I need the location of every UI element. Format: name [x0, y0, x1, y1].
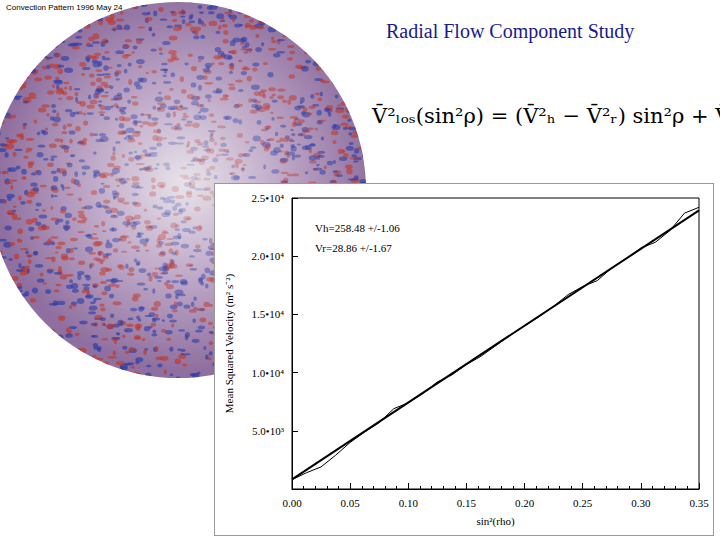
svg-text:1.0•10⁴: 1.0•10⁴	[252, 367, 285, 379]
html-text:Radial Flow Component Study: Radial Flow Component Study	[386, 20, 635, 42]
svg-text:0.25: 0.25	[573, 497, 593, 509]
svg-text:0.30: 0.30	[631, 497, 651, 509]
svg-text:2.5•10⁴: 2.5•10⁴	[252, 192, 285, 204]
svg-text:0.35: 0.35	[689, 497, 709, 509]
svg-text:0.05: 0.05	[341, 497, 361, 509]
svg-text:0.15: 0.15	[457, 497, 477, 509]
svg-text:0.00: 0.00	[282, 497, 302, 509]
svg-text:0.20: 0.20	[515, 497, 535, 509]
svg-text:sin²(rho): sin²(rho)	[476, 515, 514, 528]
svg-text:1.5•10⁴: 1.5•10⁴	[252, 308, 285, 320]
svg-text:5.0•10³: 5.0•10³	[252, 425, 285, 437]
svg-text:Vr=28.86 +/-1.67: Vr=28.86 +/-1.67	[315, 242, 392, 254]
html-text:Convection Pattern 1996 May 24: Convection Pattern 1996 May 24	[6, 3, 123, 12]
svg-text:Vh=258.48 +/-1.06: Vh=258.48 +/-1.06	[315, 222, 400, 234]
svg-text:0.10: 0.10	[399, 497, 419, 509]
svg-text:Mean Squared Velocity (m² s⁻²): Mean Squared Velocity (m² s⁻²)	[223, 274, 236, 414]
svg-text:2.0•10⁴: 2.0•10⁴	[252, 250, 285, 262]
